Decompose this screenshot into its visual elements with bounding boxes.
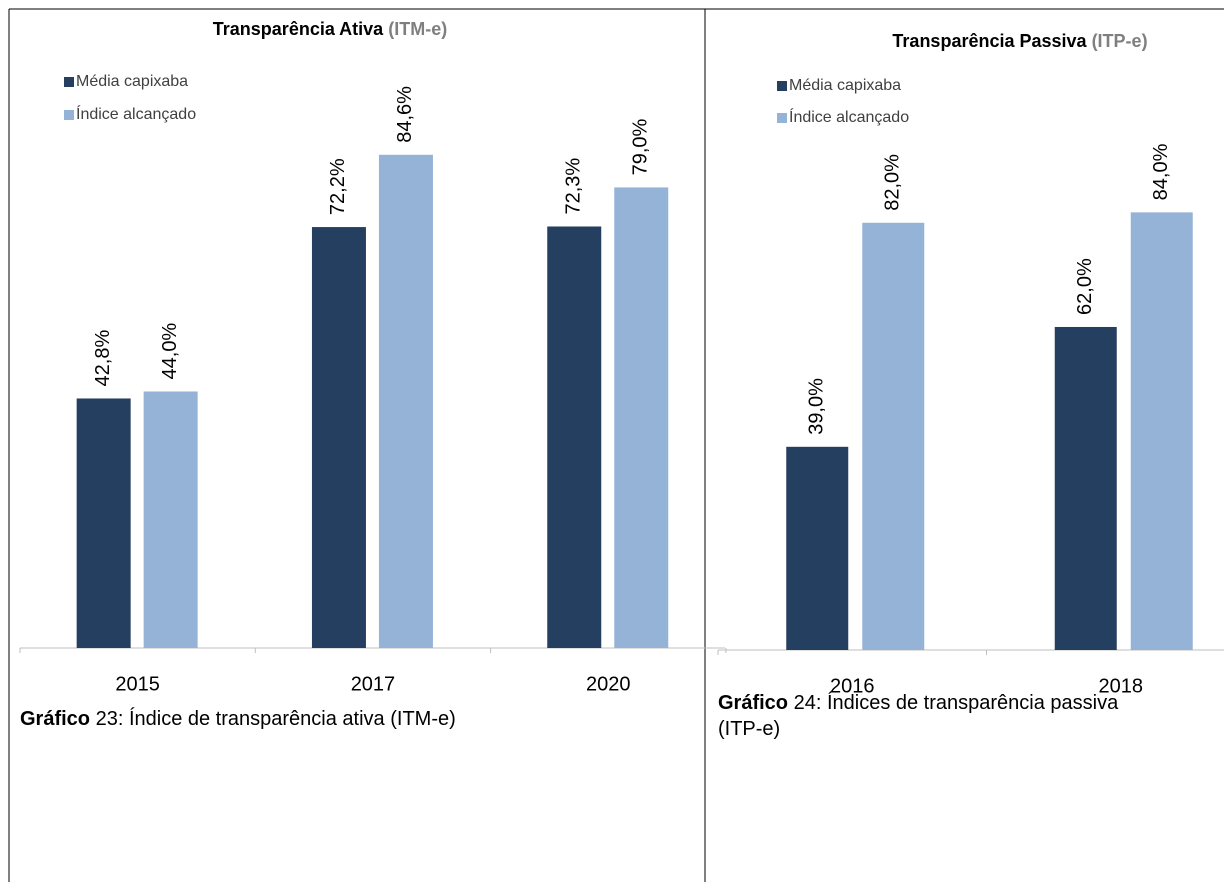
caption: Gráfico 23: Índice de transparência ativ… [20,706,456,732]
bar [786,446,849,650]
x-tick-label: 2017 [351,673,396,695]
data-label: 84,6% [394,86,416,143]
caption-text: 23: Índice de transparência ativa (ITM-e… [95,708,456,730]
data-label: 39,0% [806,378,828,435]
legend-label: Média capixaba [76,73,188,90]
legend-label: Média capixaba [789,77,901,94]
legend-swatch [64,110,74,120]
bar [378,154,433,649]
legend-label: Índice alcançado [76,104,196,123]
title-main: Transparência Ativa [213,19,384,39]
data-label: 79,0% [630,119,652,176]
bar [1130,212,1193,651]
x-tick-label: 2020 [586,673,631,695]
legend-swatch [777,81,787,91]
bar [76,398,131,648]
bar [1054,326,1117,650]
title-main: Transparência Passiva [892,31,1087,51]
title-note: (ITP-e) [1092,31,1148,51]
data-label: 72,3% [563,158,585,215]
chart-title: Transparência Passiva (ITP-e) [892,31,1147,51]
data-label: 84,0% [1150,143,1172,200]
data-label: 82,0% [882,154,904,211]
x-tick-label: 2016 [830,675,875,697]
caption-label: Gráfico [718,692,789,714]
data-label: 44,0% [159,323,181,380]
bar [862,222,925,650]
bar [311,227,366,648]
caption-text: 24: Índices de transparência passiva (IT… [718,692,1119,740]
chart-title: Transparência Ativa (ITM-e) [213,19,447,39]
legend-swatch [777,113,787,123]
x-tick-label: 2018 [1099,675,1144,697]
data-label: 62,0% [1074,258,1096,315]
caption-label: Gráfico [20,708,91,730]
data-label: 42,8% [92,330,114,387]
legend-swatch [64,77,74,87]
x-tick-label: 2015 [115,673,160,695]
bar [547,226,602,648]
data-label: 72,2% [327,158,349,215]
legend-label: Índice alcançado [789,107,909,126]
caption: Gráfico 24: Índices de transparência pas… [718,690,1158,742]
bar [614,187,669,648]
title-note: (ITM-e) [388,19,447,39]
bar [143,391,198,648]
